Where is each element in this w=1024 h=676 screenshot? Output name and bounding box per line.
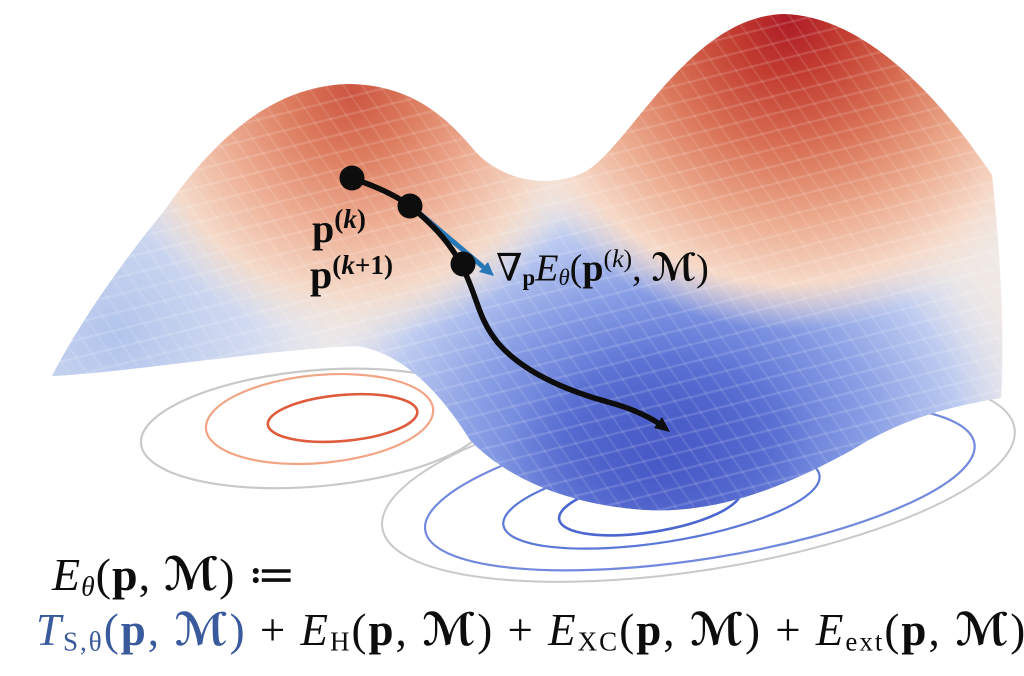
label-p-k-plus-1: p(k+1) [310, 250, 394, 298]
point-dot-k [397, 193, 423, 219]
label-gradient-term: ∇pEθ(p(k), ℳ) [496, 244, 709, 290]
equation-line-1: Eθ(p, ℳ) ≔ [52, 549, 297, 602]
point-dot-k-plus-1 [450, 251, 476, 277]
equation-line-2: TS,θ(p, ℳ) + EH(p, ℳ) + EXC(p, ℳ) + Eext… [36, 605, 1024, 657]
label-p-k: p(k) [312, 204, 366, 252]
contour-orange-left [204, 372, 435, 466]
point-dot-start [339, 165, 365, 191]
contour-red-left [266, 392, 419, 444]
descent-arrowhead-icon [654, 417, 670, 432]
descent-trajectory [339, 165, 670, 432]
